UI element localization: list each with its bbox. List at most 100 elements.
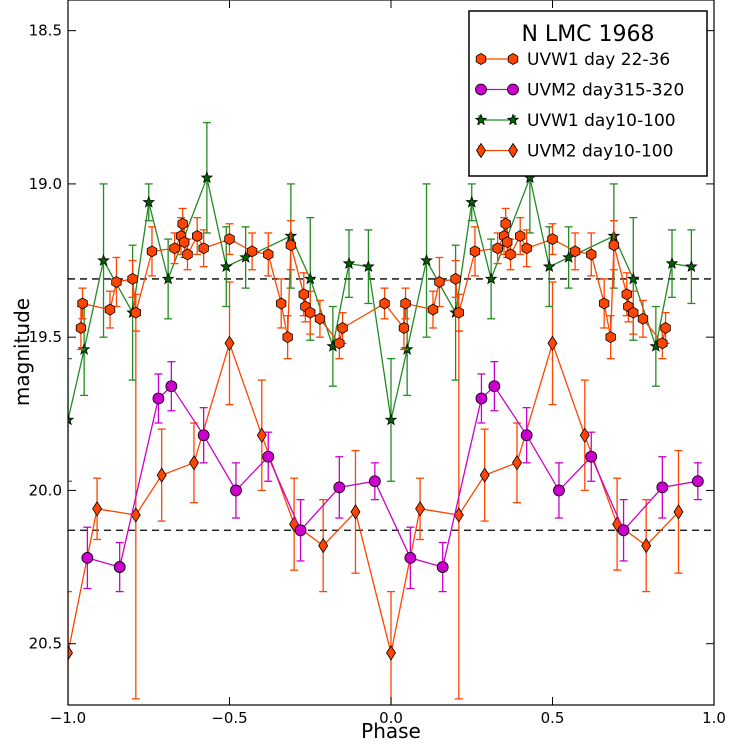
- data-point: [621, 288, 632, 301]
- y-tick-label: 19.0: [29, 175, 62, 193]
- data-point: [420, 253, 433, 266]
- data-point: [542, 260, 556, 273]
- data-point: [77, 297, 88, 310]
- data-point: [182, 248, 193, 261]
- data-point: [262, 450, 275, 463]
- legend-label: UVW1 day 22-36: [527, 50, 670, 70]
- y-tick-label: 20.5: [29, 635, 62, 653]
- data-point: [512, 455, 522, 471]
- data-point: [586, 248, 597, 261]
- legend-entry-3: UVW1 day10-100: [474, 111, 676, 131]
- data-point: [465, 195, 479, 208]
- series-3: [68, 121, 698, 482]
- data-point: [285, 239, 297, 252]
- data-point: [130, 306, 142, 319]
- data-point: [156, 467, 167, 483]
- data-point: [484, 272, 498, 285]
- data-point: [337, 322, 348, 334]
- data-point: [599, 297, 610, 310]
- data-point: [152, 392, 165, 405]
- legend-marker: [475, 83, 487, 96]
- data-point: [362, 260, 375, 273]
- legend-marker: [475, 53, 487, 65]
- data-point: [469, 245, 481, 258]
- data-point: [585, 450, 598, 463]
- legend-entries: UVW1 day 22-36 UVM2 day315-320 UVW1 day10-…: [474, 50, 684, 162]
- data-point: [434, 276, 445, 288]
- data-point: [127, 272, 138, 285]
- data-point: [617, 524, 630, 537]
- data-point: [189, 455, 199, 471]
- x-tick-label: 0.5: [541, 709, 565, 727]
- x-tick-label: 0.0: [379, 709, 403, 727]
- data-point: [415, 501, 426, 517]
- data-point: [665, 256, 679, 270]
- data-point: [191, 230, 203, 242]
- y-axis-label: magnitude: [10, 298, 34, 406]
- legend-marker: [507, 53, 519, 65]
- data-point: [177, 217, 188, 230]
- data-point: [305, 306, 316, 319]
- data-point: [626, 272, 640, 285]
- series-2-line: [87, 385, 699, 568]
- data-point: [500, 217, 511, 230]
- legend-entry-2: UVM2 day315-320: [475, 81, 684, 101]
- legend-entry-4: UVM2 day10-100: [476, 142, 673, 162]
- data-point: [628, 306, 639, 319]
- data-point: [333, 481, 346, 494]
- data-point: [386, 645, 396, 661]
- data-point: [673, 504, 684, 520]
- data-point: [398, 322, 410, 334]
- data-point: [605, 331, 616, 344]
- legend-label: UVW1 day10-100: [527, 111, 676, 131]
- data-point: [505, 248, 516, 261]
- data-point: [104, 303, 116, 316]
- data-point: [97, 253, 110, 266]
- data-point: [400, 297, 411, 310]
- data-point: [230, 484, 242, 497]
- data-point: [436, 561, 449, 573]
- data-point: [92, 501, 103, 517]
- data-point: [111, 276, 122, 288]
- data-point: [81, 551, 94, 564]
- legend-marker: [508, 142, 518, 159]
- legend-marker: [507, 83, 519, 96]
- data-point: [198, 242, 209, 255]
- data-point: [303, 272, 317, 285]
- data-point: [256, 427, 267, 444]
- data-point: [169, 242, 180, 255]
- data-point: [350, 504, 361, 520]
- data-point: [579, 427, 590, 444]
- data-point: [547, 233, 558, 246]
- data-point: [68, 645, 73, 661]
- legend-marker: [506, 113, 520, 126]
- data-point: [547, 335, 558, 352]
- legend: N LMC 1968 UVW1 day 22-36 UVM2 day315-320…: [468, 10, 708, 177]
- data-point: [488, 380, 501, 393]
- series-2: [81, 361, 704, 593]
- data-point: [224, 233, 235, 246]
- data-point: [660, 322, 671, 334]
- data-point: [384, 413, 398, 426]
- data-point: [637, 312, 649, 325]
- legend-marker: [476, 142, 486, 159]
- data-point: [368, 475, 381, 488]
- data-point: [569, 245, 581, 258]
- legend-title: N LMC 1968: [521, 22, 654, 47]
- data-point: [453, 306, 465, 319]
- data-point: [475, 392, 488, 405]
- legend-marker: [474, 113, 488, 126]
- data-point: [165, 380, 178, 393]
- data-point: [197, 429, 210, 442]
- data-point: [200, 171, 214, 184]
- data-point: [657, 337, 668, 350]
- data-point: [342, 256, 356, 270]
- data-point: [334, 337, 345, 350]
- y-tick-label: 19.5: [29, 328, 62, 346]
- data-point: [294, 524, 307, 537]
- data-point: [450, 272, 461, 285]
- x-tick-label: −1.0: [50, 709, 86, 727]
- data-point: [161, 272, 175, 285]
- series-4-line: [68, 341, 679, 654]
